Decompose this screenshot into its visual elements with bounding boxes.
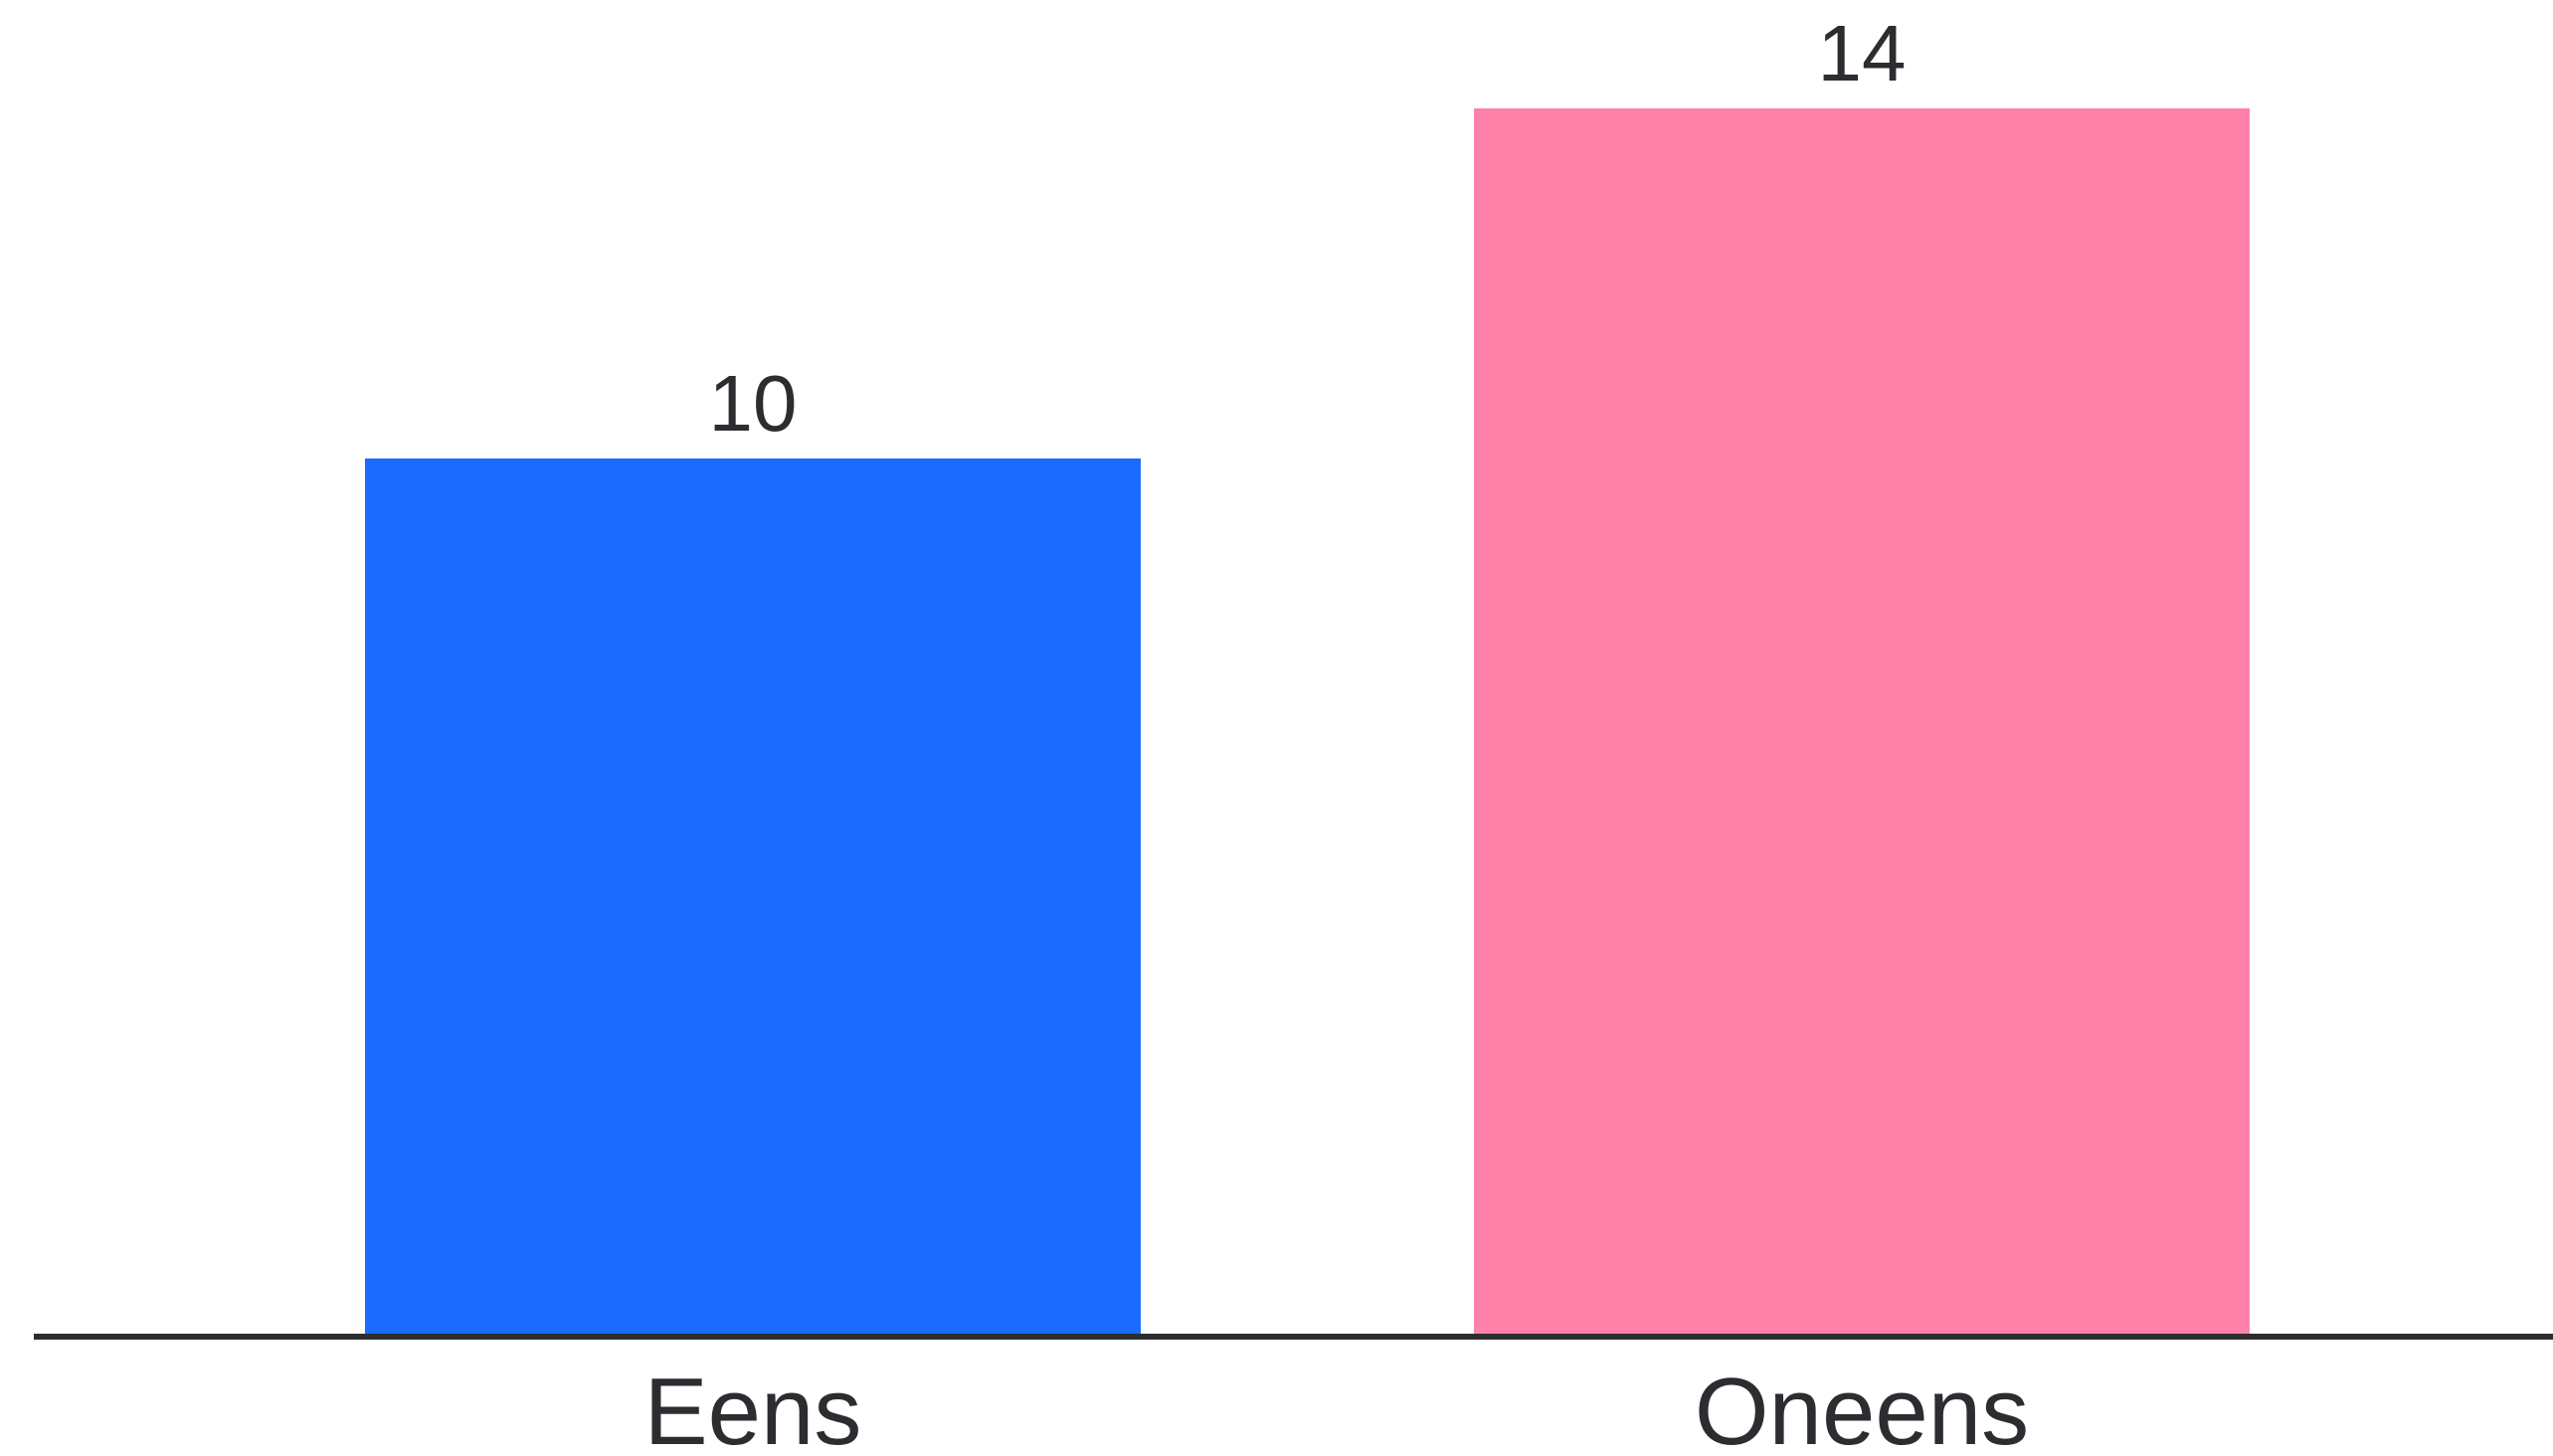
category-label-eens: Eens xyxy=(644,1359,862,1456)
category-label-oneens: Oneens xyxy=(1695,1359,2029,1456)
bars-group xyxy=(365,108,2250,1334)
bar-oneens xyxy=(1474,108,2250,1334)
value-label-eens: 10 xyxy=(709,359,798,448)
category-labels-group: Eens Oneens xyxy=(644,1359,2030,1456)
value-label-oneens: 14 xyxy=(1818,9,1907,97)
bar-eens xyxy=(365,458,1141,1334)
value-labels-group: 10 14 xyxy=(709,9,1907,448)
